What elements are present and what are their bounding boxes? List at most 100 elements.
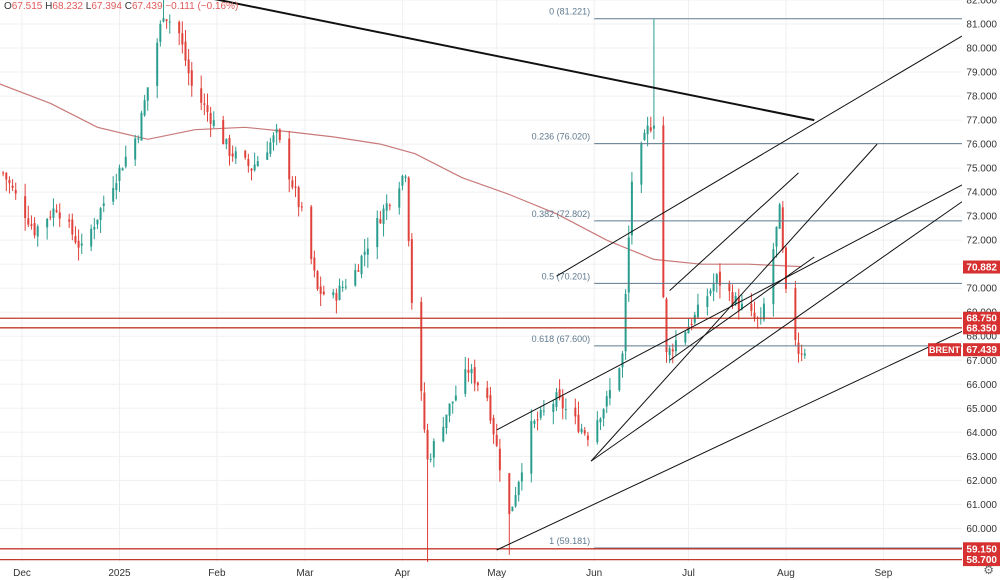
candle-body <box>731 292 734 305</box>
candle-body <box>775 226 778 247</box>
candle-body <box>574 407 577 417</box>
candle-body <box>627 237 630 293</box>
candle-body <box>112 187 115 202</box>
candle-body <box>52 208 55 218</box>
time-tick-label: Feb <box>208 568 226 579</box>
candle-body <box>718 271 721 286</box>
candle-body <box>244 150 247 158</box>
candle-body <box>332 292 335 296</box>
candle-body <box>124 156 127 167</box>
candle-body <box>464 369 467 394</box>
candle-body <box>514 494 517 507</box>
candle-body <box>24 196 27 218</box>
price-tick-label: 70.000 <box>966 284 997 295</box>
trend-line[interactable] <box>590 143 878 462</box>
trend-line[interactable] <box>669 172 799 291</box>
ohlc-value: −0.111 (−0.16%) <box>165 1 239 12</box>
trend-line[interactable] <box>496 330 963 551</box>
candle-body <box>206 105 209 113</box>
candle-body <box>156 42 159 86</box>
price-tick-label: 78.000 <box>966 92 997 103</box>
price-tag-box <box>963 260 1000 274</box>
candle-body <box>586 435 589 440</box>
trend-line[interactable] <box>556 35 963 277</box>
time-tick-label: Jul <box>682 568 695 579</box>
candle-body <box>624 293 627 352</box>
candle-body <box>313 257 316 271</box>
candle-body <box>665 299 668 353</box>
candle-body <box>266 152 269 160</box>
candle-body <box>316 271 319 290</box>
ohlc-value: 67.439 <box>131 1 166 12</box>
candle-body <box>577 414 580 432</box>
candle-body <box>58 212 61 219</box>
candle-body <box>115 183 118 191</box>
price-tick-label: 67.000 <box>966 356 997 367</box>
candle-body <box>187 59 190 74</box>
price-axis[interactable]: 82.000 81.000 80.000 79.000 78.000 77.000 76.0… <box>962 0 1000 580</box>
candle-body <box>649 127 652 131</box>
candle-body <box>184 41 187 61</box>
candle-body <box>778 204 781 229</box>
candle-body <box>564 409 567 411</box>
candle-body <box>451 401 454 404</box>
fib-level-label: 1 (59.181) <box>549 536 590 546</box>
price-axis-bg <box>962 0 1000 580</box>
time-axis[interactable]: Dec 2025 Feb Mar Apr May Jun Jul Aug Sep <box>13 568 893 579</box>
candle-body <box>709 290 712 294</box>
candle-body <box>190 70 193 86</box>
candle-body <box>432 441 435 458</box>
candle-body <box>294 186 297 188</box>
candle-body <box>234 151 237 159</box>
candle-body <box>652 125 655 129</box>
price-tick-label: 77.000 <box>966 116 997 127</box>
candle-body <box>442 426 445 442</box>
candle-body <box>140 112 143 141</box>
candle-body <box>734 295 737 304</box>
candle-body <box>256 161 259 167</box>
candle-body <box>542 410 545 412</box>
candle-body <box>200 88 203 103</box>
candle-body <box>605 396 608 407</box>
candle-body <box>608 390 611 399</box>
candle-body <box>404 176 407 178</box>
trend-line[interactable] <box>148 0 815 122</box>
horizontal-lines[interactable] <box>0 317 962 561</box>
candle-body <box>420 301 423 392</box>
candle-body <box>794 288 797 340</box>
fibonacci-retracement[interactable]: 0 (81.221) 0.236 (76.020) 0.382 (72.802) 0.… <box>532 7 962 549</box>
candle-body <box>602 409 605 419</box>
moving-average-line <box>0 83 802 268</box>
trend-line[interactable] <box>669 256 815 361</box>
price-tag-label: 67.439 <box>966 345 997 356</box>
trend-lines[interactable] <box>148 0 963 551</box>
candle-body <box>68 219 71 222</box>
price-tick-label: 79.000 <box>966 68 997 79</box>
candle-body <box>297 187 300 208</box>
candle-body <box>561 396 564 409</box>
candle-body <box>338 285 341 300</box>
candle-body <box>203 103 206 105</box>
price-tick-label: 61.000 <box>966 500 997 511</box>
moving-average-path <box>0 83 802 268</box>
time-tick-label: 2025 <box>108 568 131 579</box>
candle-body <box>530 420 533 474</box>
time-tick-label: Aug <box>777 568 795 579</box>
trend-line[interactable] <box>590 201 963 462</box>
candle-body <box>385 203 388 211</box>
ohlc-value: 67.515 <box>11 1 46 12</box>
price-tick-label: 80.000 <box>966 44 997 55</box>
gear-icon[interactable]: ⚙ <box>983 563 994 577</box>
candle-body <box>90 228 93 247</box>
candle-body <box>30 224 33 226</box>
candle-body <box>476 382 479 386</box>
ohlc-value: 67.394 <box>91 1 125 12</box>
price-tag-box <box>963 321 1000 335</box>
candle-body <box>11 185 14 188</box>
candle-body <box>772 249 775 305</box>
time-tick-label: Apr <box>395 568 411 579</box>
candle-body <box>454 395 457 401</box>
candle-body <box>750 303 753 311</box>
